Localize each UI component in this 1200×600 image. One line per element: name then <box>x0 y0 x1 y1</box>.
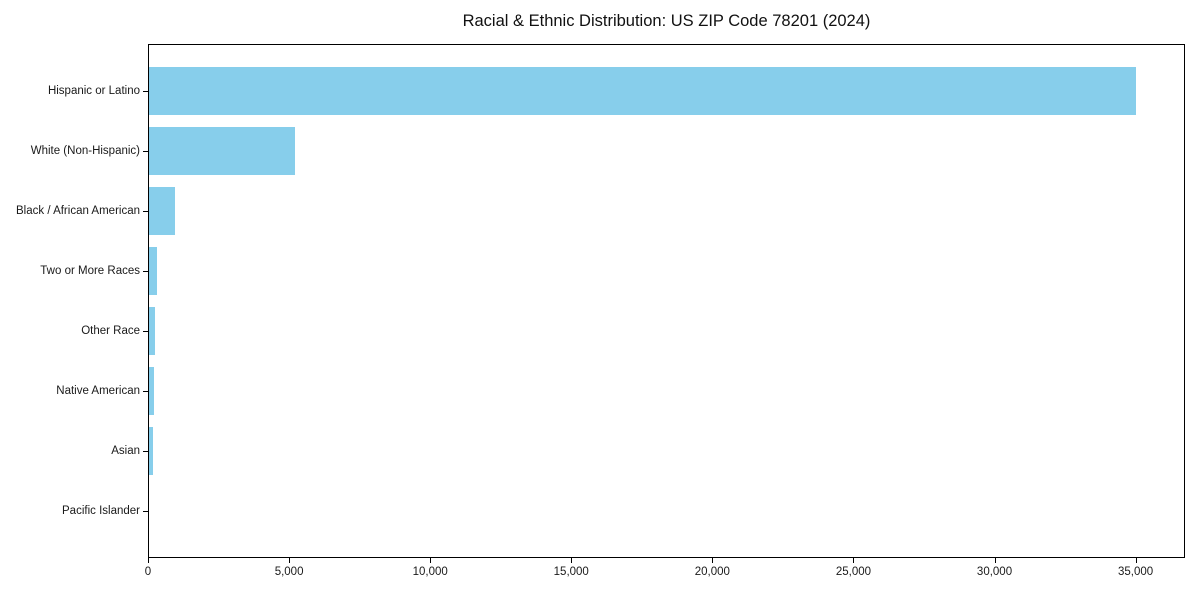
bar <box>149 426 153 475</box>
x-tick-label: 5,000 <box>274 566 304 578</box>
x-tick-mark <box>430 558 432 563</box>
y-tick-label: White (Non-Hispanic) <box>30 145 140 158</box>
x-tick-label: 35,000 <box>1118 566 1154 578</box>
x-tick-mark <box>148 558 149 563</box>
bar <box>149 306 155 355</box>
chart-title: Racial & Ethnic Distribution: US ZIP Cod… <box>462 12 871 30</box>
y-tick-mark <box>143 450 148 452</box>
bar <box>149 366 155 415</box>
y-tick-label: Pacific Islander <box>62 504 140 517</box>
x-tick-label: 25,000 <box>835 566 872 578</box>
bar <box>149 247 158 295</box>
y-tick-label: Hispanic or Latino <box>47 85 140 98</box>
x-tick-label: 15,000 <box>553 566 589 578</box>
bar <box>149 187 176 236</box>
x-tick-label: 20,000 <box>694 566 730 578</box>
x-tick-mark <box>712 558 714 563</box>
y-tick-mark <box>143 330 148 332</box>
x-tick-label: 0 <box>144 566 152 578</box>
y-tick-mark <box>143 91 148 93</box>
bar <box>149 127 295 176</box>
y-tick-mark <box>143 510 148 512</box>
y-tick-mark <box>143 390 148 392</box>
x-tick-mark <box>1135 558 1137 563</box>
x-tick-mark <box>994 558 996 563</box>
y-tick-mark <box>143 211 148 213</box>
y-tick-label: Other Race <box>81 324 140 337</box>
x-tick-mark <box>289 558 291 563</box>
y-tick-label: Native American <box>56 384 140 397</box>
y-tick-label: Two or More Races <box>40 265 140 278</box>
plot-area <box>148 44 1185 558</box>
y-tick-mark <box>143 151 148 153</box>
x-tick-mark <box>571 558 573 563</box>
y-tick-label: Black / African American <box>16 205 140 218</box>
x-tick-label: 10,000 <box>412 566 448 578</box>
y-tick-label: Asian <box>111 444 140 457</box>
bar <box>149 67 1136 116</box>
x-tick-label: 30,000 <box>976 566 1013 578</box>
x-tick-mark <box>853 558 855 563</box>
y-tick-mark <box>143 271 148 273</box>
